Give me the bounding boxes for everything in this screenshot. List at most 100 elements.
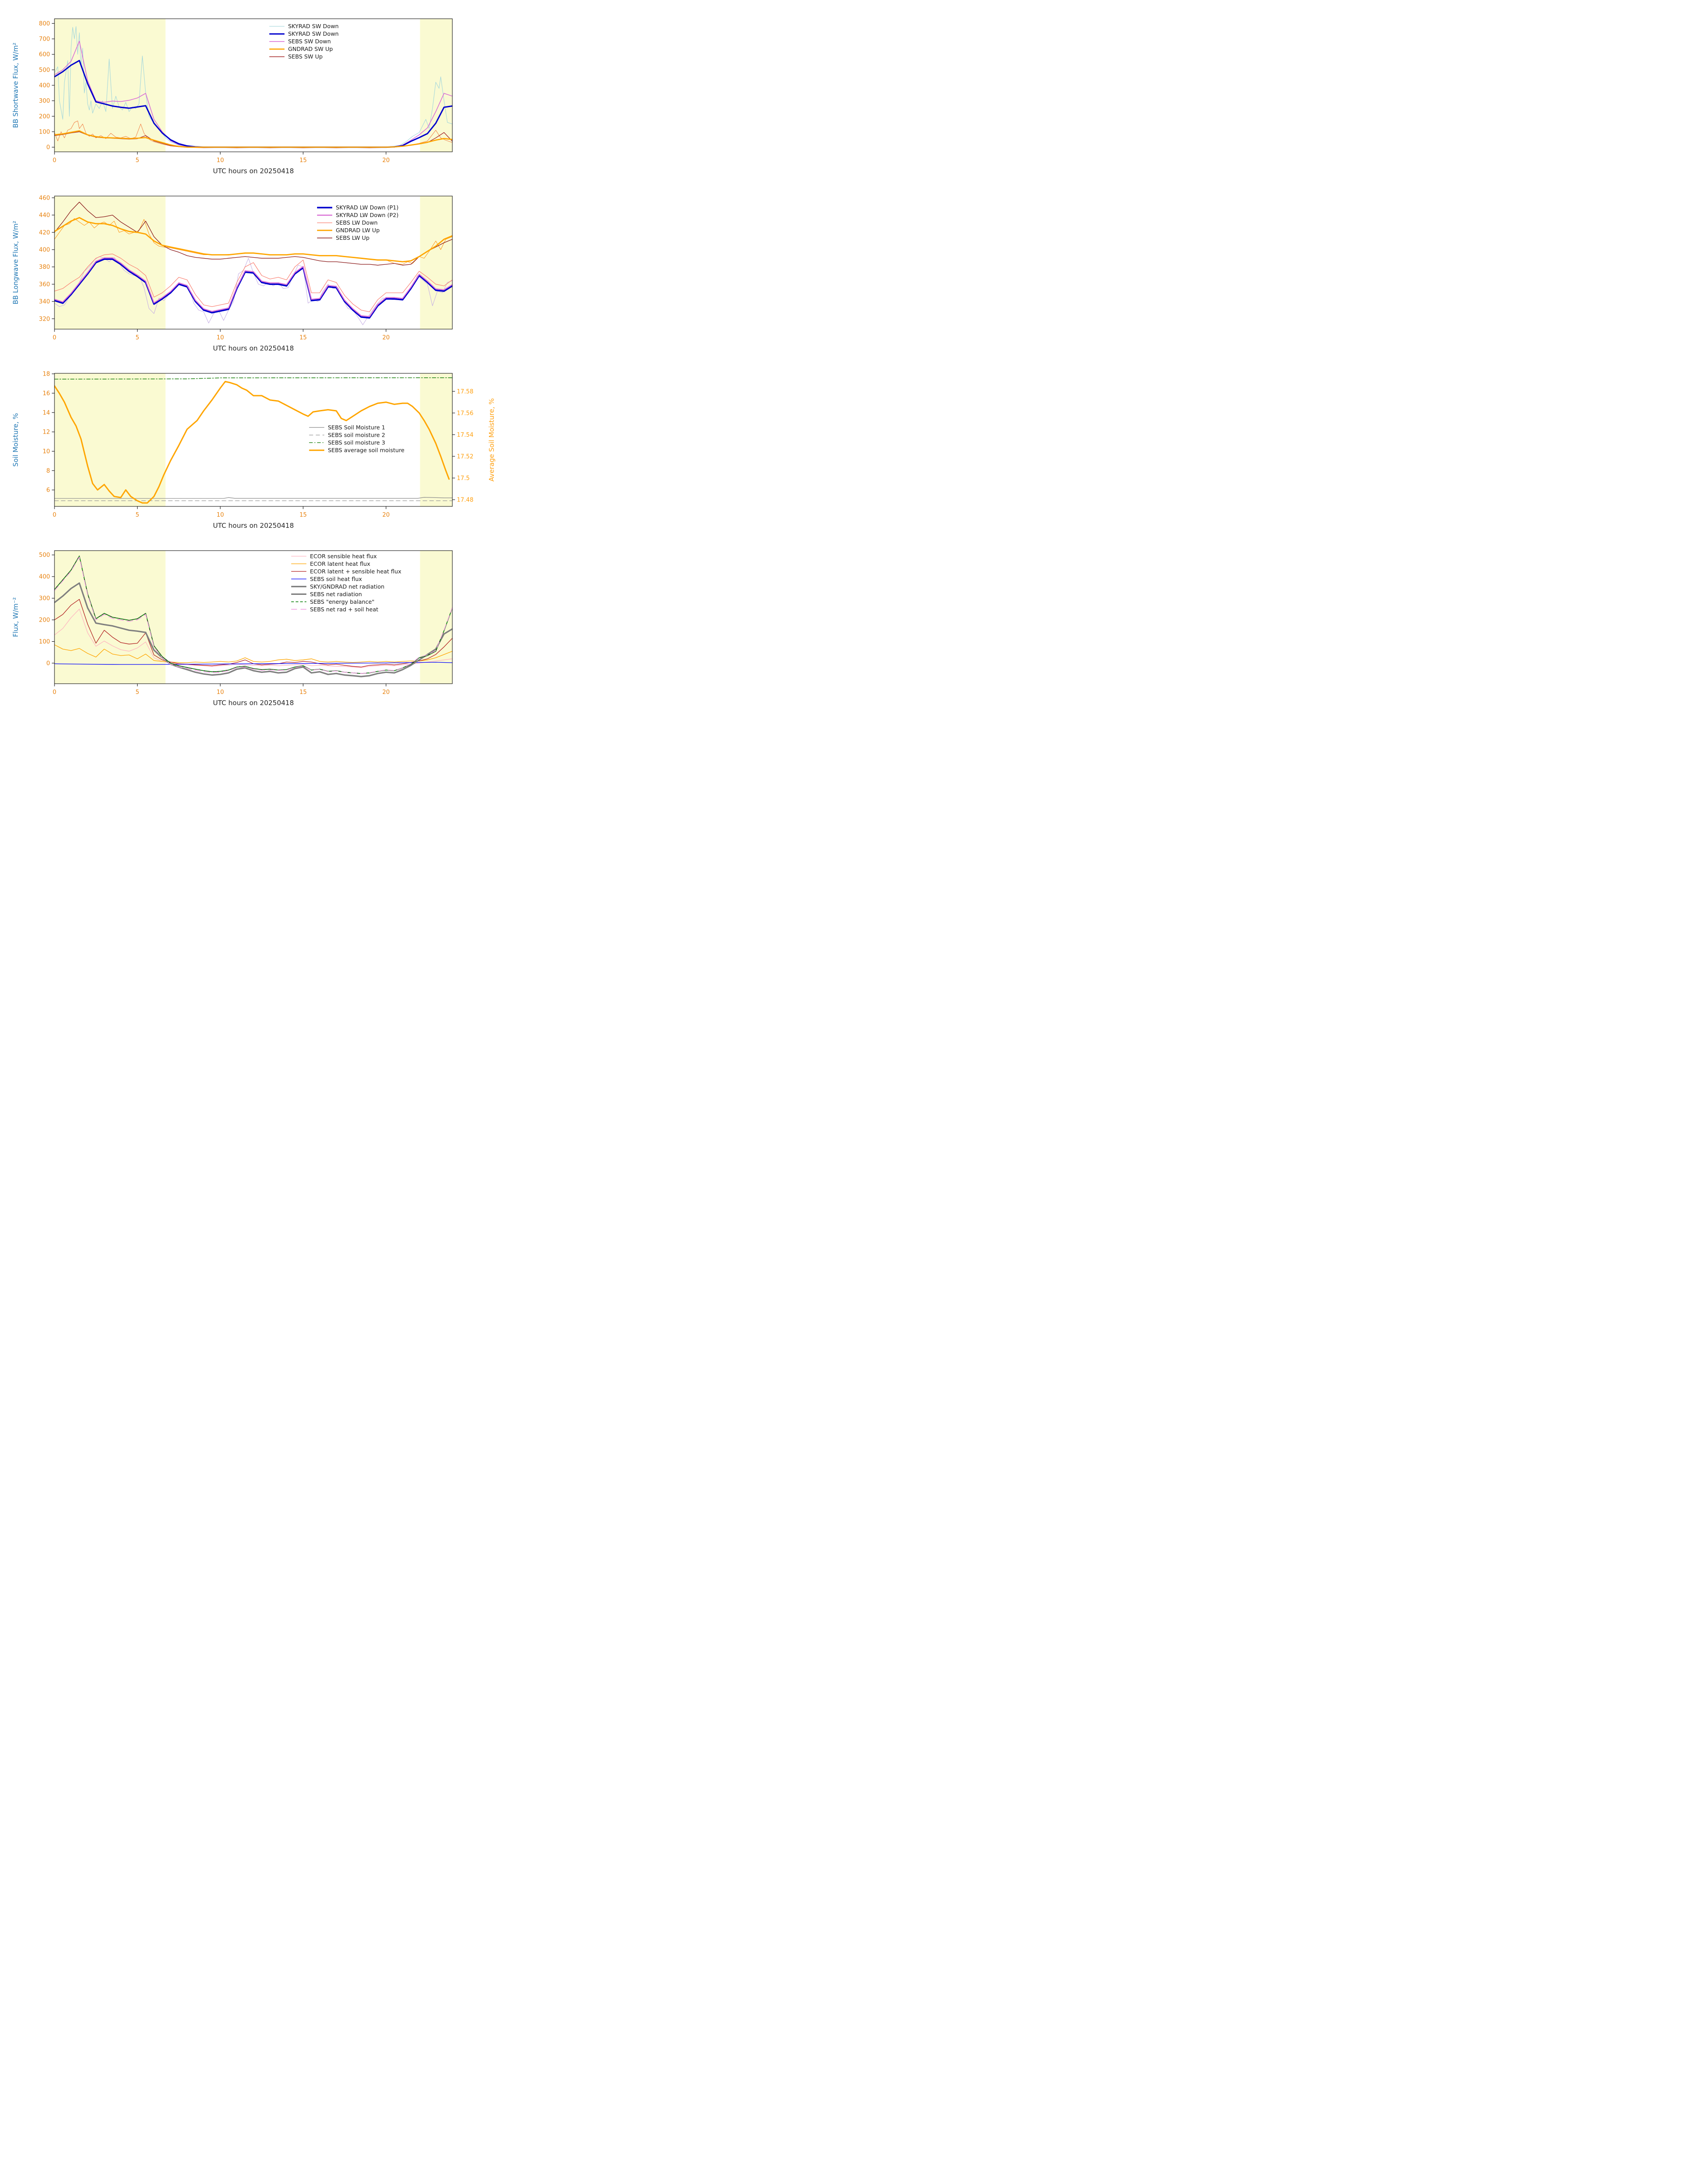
series-sebs-netrad-plus-soilheat: [54, 556, 452, 674]
legend-label: GNDRAD LW Up: [336, 227, 380, 234]
legend-label: SEBS LW Down: [336, 219, 378, 226]
y-tick-label: 200: [39, 617, 50, 624]
legend-label: SEBS soil heat flux: [310, 576, 362, 582]
x-tick-label: 0: [53, 689, 56, 696]
y-tick-label: 14: [42, 409, 50, 416]
legend-label: SKYRAD SW Down: [288, 23, 338, 29]
y-axis-label: BB Longwave Flux, W/m²: [12, 221, 20, 304]
chart-soil-moisture: 0 5 10 15 20 6 8 10 12 14 16 18 17.48 17.5 17.52 17.54 1…: [12, 371, 496, 530]
x-tick-label: 15: [300, 334, 307, 341]
plot-border: [54, 550, 453, 684]
legend-label: SEBS Soil Moisture 1: [328, 424, 385, 431]
y-tick-label: 300: [39, 98, 50, 104]
y-tick-label: 460: [39, 195, 50, 201]
legend-label: SKY/GNDRAD net radiation: [310, 583, 384, 590]
x-axis-label: UTC hours on 20250418: [213, 344, 294, 352]
legend-label: SEBS soil moisture 2: [328, 432, 385, 439]
legend-label: SEBS SW Down: [288, 38, 331, 45]
x-tick-label: 15: [300, 689, 307, 696]
x-tick-label: 10: [217, 157, 224, 164]
legend-label: ECOR latent heat flux: [310, 560, 370, 567]
y-tick-label: 340: [39, 299, 50, 305]
series-sebs-soil-moisture-1: [54, 497, 452, 499]
x-tick-label: 15: [300, 512, 307, 518]
legend-label: SEBS net radiation: [310, 591, 362, 598]
y-tick-label: 8: [46, 468, 50, 474]
x-tick-label: 10: [217, 334, 224, 341]
x-axis-label: UTC hours on 20250418: [213, 167, 294, 175]
y-axis-label-right: Average Soil Moisture, %: [488, 398, 496, 482]
night-band: [54, 196, 166, 329]
y-tick-label: 400: [39, 247, 50, 253]
y-tick-label: 0: [46, 660, 50, 667]
series-ecor-sensible-heat-flux: [54, 609, 452, 668]
y-tick-label: 500: [39, 552, 50, 559]
series-skyrad-lw-down-p2: [54, 257, 452, 317]
x-tick-label: 0: [53, 512, 56, 518]
legend-label: SEBS SW Up: [288, 53, 323, 60]
x-tick-label: 5: [135, 157, 139, 164]
panel-longwave: 0 5 10 15 20 320 340 360 380 400 420 440 460 UTC hour…: [0, 190, 569, 367]
y-tick-label: 6: [46, 487, 50, 494]
series-sebs-soil-moisture-3: [54, 377, 452, 380]
y-tick-label-right: 17.5: [457, 475, 470, 482]
night-band: [420, 373, 452, 506]
x-tick-label: 5: [135, 512, 139, 518]
y-tick-label: 0: [46, 144, 50, 151]
y-axis-label: Soil Moisture, %: [12, 413, 20, 467]
series-sebs-lw-up: [54, 201, 452, 266]
legend-label: ECOR sensible heat flux: [310, 553, 377, 560]
legend-label: GNDRAD SW Up: [288, 46, 333, 52]
x-axis-label: UTC hours on 20250418: [213, 699, 294, 707]
series-sebs-lw-down: [54, 254, 452, 312]
y-tick-label-right: 17.48: [457, 497, 473, 503]
x-tick-label: 10: [217, 689, 224, 696]
y-tick-label: 320: [39, 316, 50, 322]
night-band: [420, 551, 452, 684]
legend-label: SEBS "energy balance": [310, 598, 374, 605]
y-tick-label: 380: [39, 264, 50, 271]
legend-label: SEBS LW Up: [336, 234, 369, 241]
series-sebs-soil-heat-flux: [54, 662, 452, 665]
series-sebs-average-soil-moisture: [54, 380, 450, 504]
y-tick-label: 800: [39, 21, 50, 27]
legend-label: SKYRAD LW Down (P1): [336, 204, 398, 211]
night-band: [54, 373, 166, 506]
y-tick-label-right: 17.56: [457, 410, 473, 417]
legend-label: SEBS net rad + soil heat: [310, 606, 378, 613]
y-tick-label: 360: [39, 281, 50, 288]
y-tick-label-right: 17.54: [457, 432, 473, 439]
x-tick-label: 0: [53, 157, 56, 164]
y-tick-label: 16: [42, 390, 50, 397]
y-axis-label: Flux, W/m⁻²: [12, 597, 20, 637]
y-tick-label: 700: [39, 36, 50, 43]
series-ecor-latent-heat-flux: [54, 644, 452, 663]
x-tick-label: 10: [217, 512, 224, 518]
y-tick-label: 400: [39, 83, 50, 89]
chart-longwave: 0 5 10 15 20 320 340 360 380 400 420 440 460 UTC hour…: [12, 195, 453, 352]
x-tick-label: 20: [382, 334, 390, 341]
legend-label: SEBS average soil moisture: [328, 447, 405, 454]
panel-soil-moisture: 0 5 10 15 20 6 8 10 12 14 16 18 17.48 17.5 17.52 17.54 1…: [0, 367, 569, 544]
y-tick-label: 100: [39, 639, 50, 645]
night-band: [420, 196, 452, 329]
y-tick-label: 500: [39, 67, 50, 74]
y-tick-label: 300: [39, 595, 50, 602]
series-skyrad-sw-down-raw: [54, 26, 452, 148]
panel-shortwave: 0 5 10 15 20 0 100 200 300 400 500 600 700 800 UTC hou…: [0, 13, 569, 190]
plot-border: [54, 196, 453, 330]
series-gndrad-lw-up-raw: [54, 218, 452, 265]
x-tick-label: 5: [135, 334, 139, 341]
y-tick-label: 100: [39, 129, 50, 135]
x-tick-label: 0: [53, 334, 56, 341]
series-gndrad-lw-up: [54, 217, 452, 263]
y-axis-label: BB Shortwave Flux, W/m²: [12, 42, 20, 128]
figure: 0 5 10 15 20 0 100 200 300 400 500 600 700 800 UTC hou…: [0, 0, 569, 722]
legend-label: ECOR latent + sensible heat flux: [310, 568, 401, 575]
plot-border: [54, 373, 453, 507]
night-band: [420, 19, 452, 152]
y-tick-label: 400: [39, 574, 50, 581]
panel-flux: 0 5 10 15 20 0 100 200 300 400 500 UTC hours on 202…: [0, 544, 569, 722]
